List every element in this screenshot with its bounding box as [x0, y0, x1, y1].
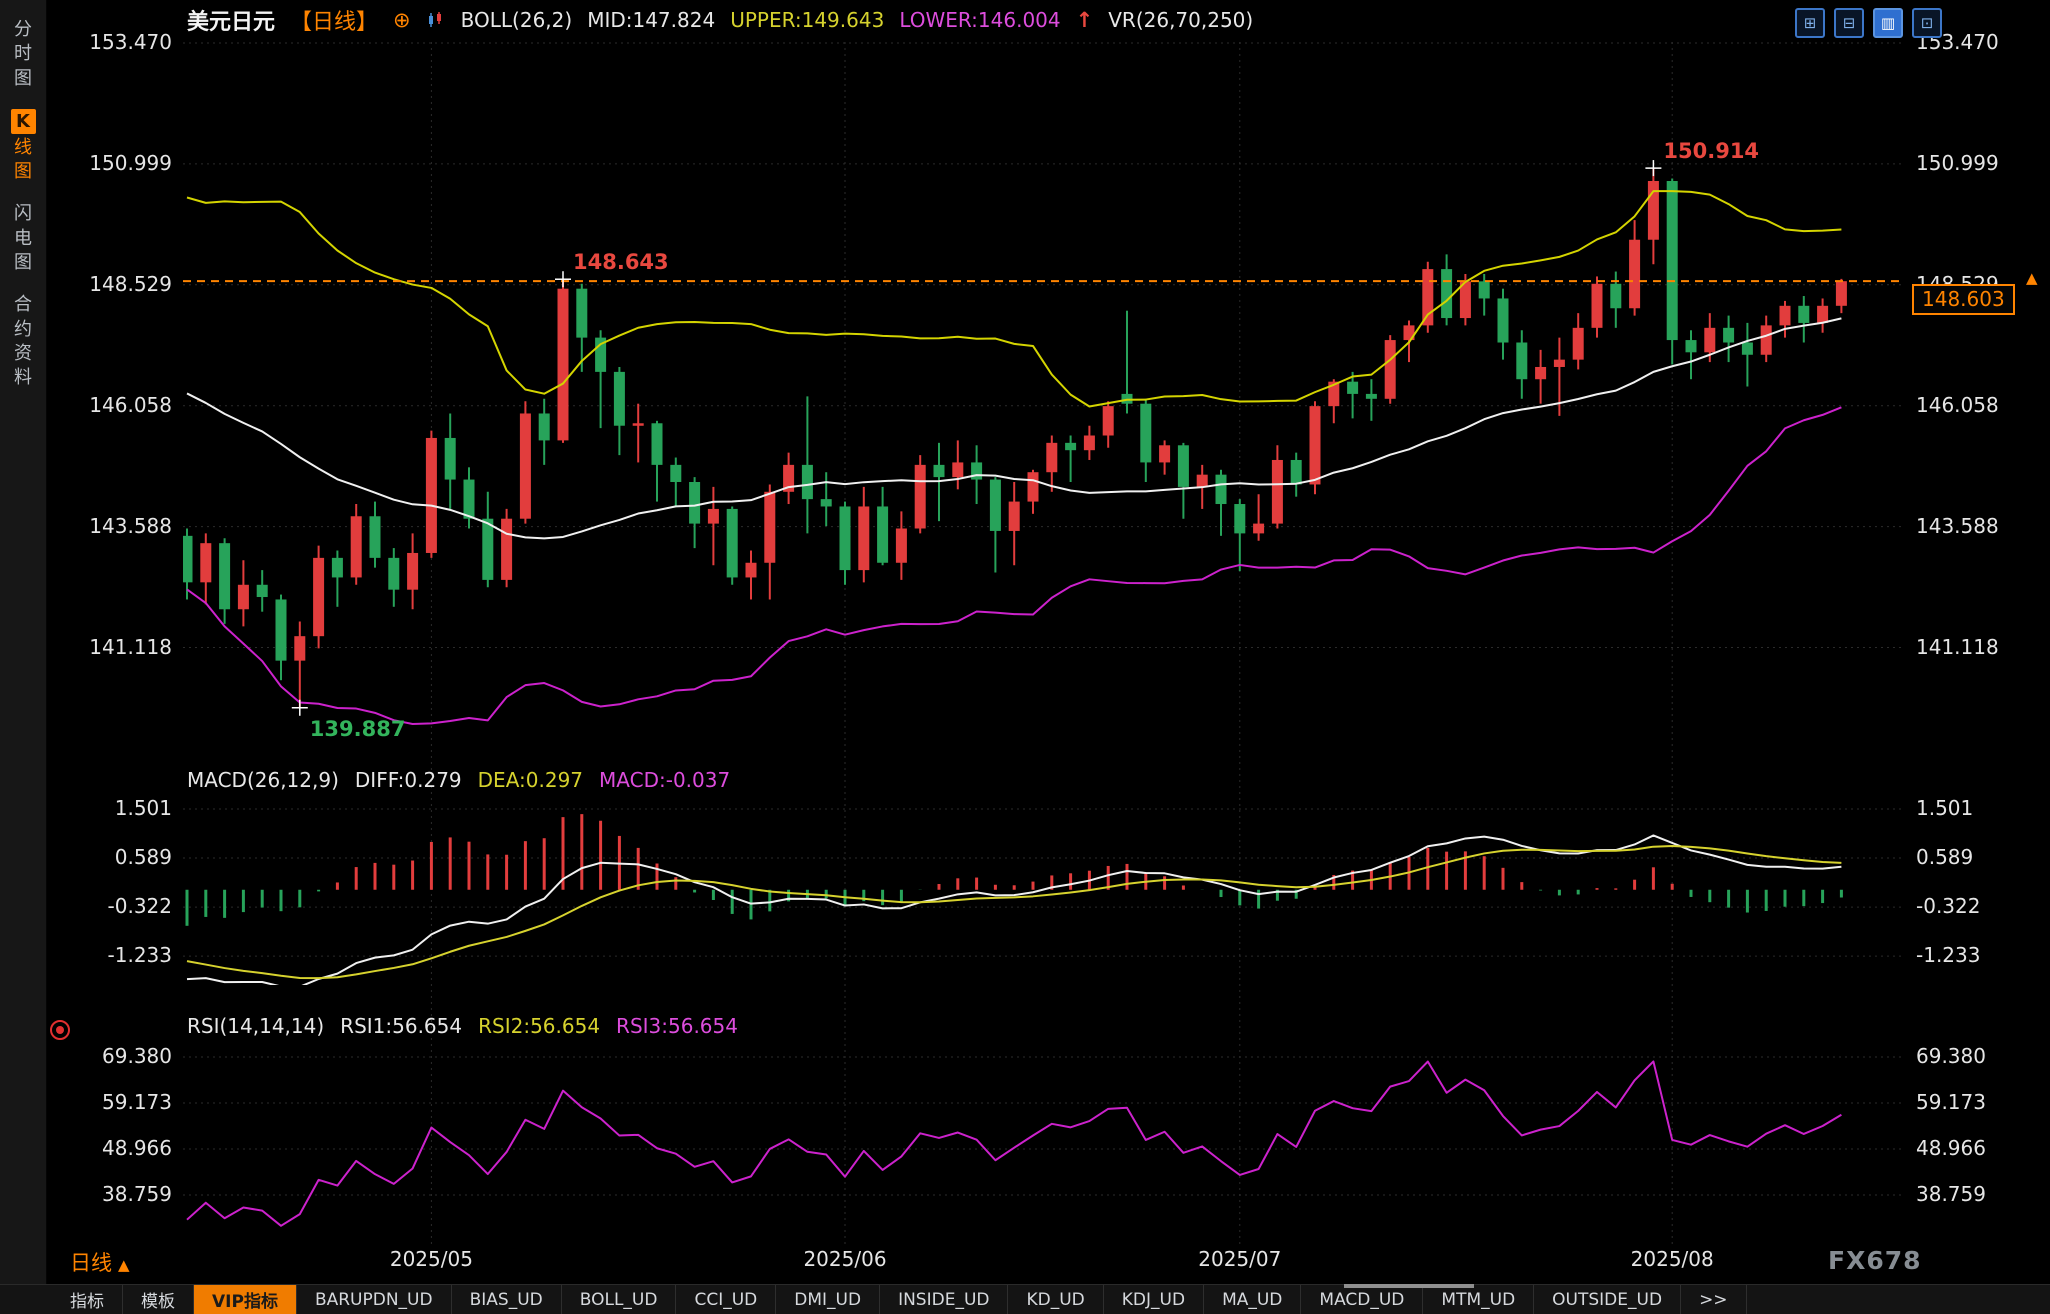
price-up-arrow-icon: ↑ [1075, 8, 1094, 32]
chart-header: 美元日元 【日线】 ⊕ BOLL(26,2) MID:147.824 UPPER… [187, 5, 1253, 35]
tab-item-0[interactable]: 指标 [52, 1285, 123, 1314]
tab-item-14[interactable]: OUTSIDE_UD [1534, 1285, 1682, 1314]
tab-item-12[interactable]: MACD_UD [1301, 1285, 1424, 1314]
tab-item-7[interactable]: DMI_UD [776, 1285, 881, 1314]
svg-text:139.887: 139.887 [310, 717, 406, 741]
tab-item-9[interactable]: KD_UD [1008, 1285, 1104, 1314]
rsi2-value: RSI2:56.654 [478, 1014, 601, 1038]
tab-item-10[interactable]: KDJ_UD [1104, 1285, 1205, 1314]
rsi1-value: RSI1:56.654 [340, 1014, 463, 1038]
chart-pane-icon[interactable]: ▥ [1873, 8, 1903, 38]
symbol-title: 美元日元 [187, 10, 276, 35]
layout-save-icon[interactable]: ⊡ [1912, 8, 1942, 38]
layout-rows-icon[interactable]: ⊟ [1834, 8, 1864, 38]
svg-text:148.643: 148.643 [573, 250, 669, 274]
boll-lower-value: LOWER:146.004 [899, 8, 1061, 32]
boll-upper-value: UPPER:149.643 [730, 8, 885, 32]
sidebar-item-char: 图 [14, 161, 32, 183]
boll-label: BOLL(26,2) [460, 8, 573, 32]
macd-label: MACD(26,12,9) [187, 768, 339, 792]
sidebar-item-char: 料 [14, 367, 32, 389]
dropdown-arrow-icon: ▲ [118, 1256, 130, 1274]
sidebar-item-char: 分 [14, 19, 32, 40]
sidebar-item-char: 资 [14, 342, 32, 364]
window-layout-icons: ⊞ ⊟ ▥ ⊡ [1795, 8, 1942, 38]
price-marker-arrow-icon: ▲ [2026, 269, 2038, 288]
sidebar-item-flash-chart[interactable]: 闪电图 [0, 202, 46, 275]
bottom-tab-bar: 指标 模板 VIP指标 BARUPDN_UD BIAS_UD BOLL_UD CCI_UD D… [0, 1284, 2050, 1314]
sidebar-item-contract-info[interactable]: 合约资料 [0, 293, 46, 390]
sidebar-item-char: 图 [14, 252, 32, 274]
tab-item-1[interactable]: 模板 [123, 1285, 194, 1314]
macd-dea-value: DEA:0.297 [477, 768, 584, 792]
tab-item-15[interactable]: >> [1681, 1285, 1747, 1314]
add-indicator-icon[interactable]: ⊕ [393, 8, 411, 32]
tab-item-5[interactable]: BOLL_UD [562, 1285, 677, 1314]
sidebar-item-char: 约 [14, 318, 32, 340]
macd-value: MACD:-0.037 [599, 768, 731, 792]
sidebar-item-char: K [10, 108, 36, 134]
timeframe-text: 日线 [70, 1251, 112, 1275]
period-tag[interactable]: 【日线】 [290, 10, 379, 35]
timeframe-selector[interactable]: 日线 ▲ [70, 1247, 130, 1277]
tab-item-8[interactable]: INSIDE_UD [880, 1285, 1009, 1314]
sidebar-item-char: 图 [14, 67, 32, 89]
tab-item-11[interactable]: MA_UD [1204, 1285, 1302, 1314]
boll-mid-value: MID:147.824 [587, 8, 716, 32]
sidebar-item-char: 电 [14, 227, 32, 249]
watermark: FX678 [1828, 1246, 1922, 1275]
tab-item-13[interactable]: MTM_UD [1423, 1285, 1535, 1314]
sidebar-item-time-chart[interactable]: 分时图 [0, 18, 46, 91]
vr-label: VR(26,70,250) [1108, 8, 1254, 32]
mini-chart-icon[interactable] [426, 10, 446, 30]
macd-header: MACD(26,12,9) DIFF:0.279 DEA:0.297 MACD:… [187, 768, 730, 792]
layout-grid-icon[interactable]: ⊞ [1795, 8, 1825, 38]
tab-scrollbar-thumb[interactable] [1344, 1284, 1474, 1288]
rsi3-value: RSI3:56.654 [616, 1014, 738, 1038]
tab-item-3[interactable]: BARUPDN_UD [297, 1285, 452, 1314]
tab-item-2[interactable]: VIP指标 [194, 1285, 297, 1314]
svg-text:150.914: 150.914 [1663, 139, 1759, 163]
sidebar-item-char: 时 [14, 43, 32, 65]
current-price-box: 148.603 [1912, 284, 2015, 316]
sidebar-item-char: 合 [14, 294, 32, 316]
rsi-header: RSI(14,14,14) RSI1:56.654 RSI2:56.654 RS… [187, 1014, 738, 1038]
sidebar-item-char: 线 [14, 136, 32, 158]
macd-diff-value: DIFF:0.279 [354, 768, 462, 792]
target-icon[interactable] [50, 1020, 70, 1040]
tab-item-4[interactable]: BIAS_UD [452, 1285, 562, 1314]
sidebar-item-char: 闪 [14, 203, 32, 225]
tab-item-6[interactable]: CCI_UD [676, 1285, 777, 1314]
rsi-label: RSI(14,14,14) [187, 1014, 325, 1038]
